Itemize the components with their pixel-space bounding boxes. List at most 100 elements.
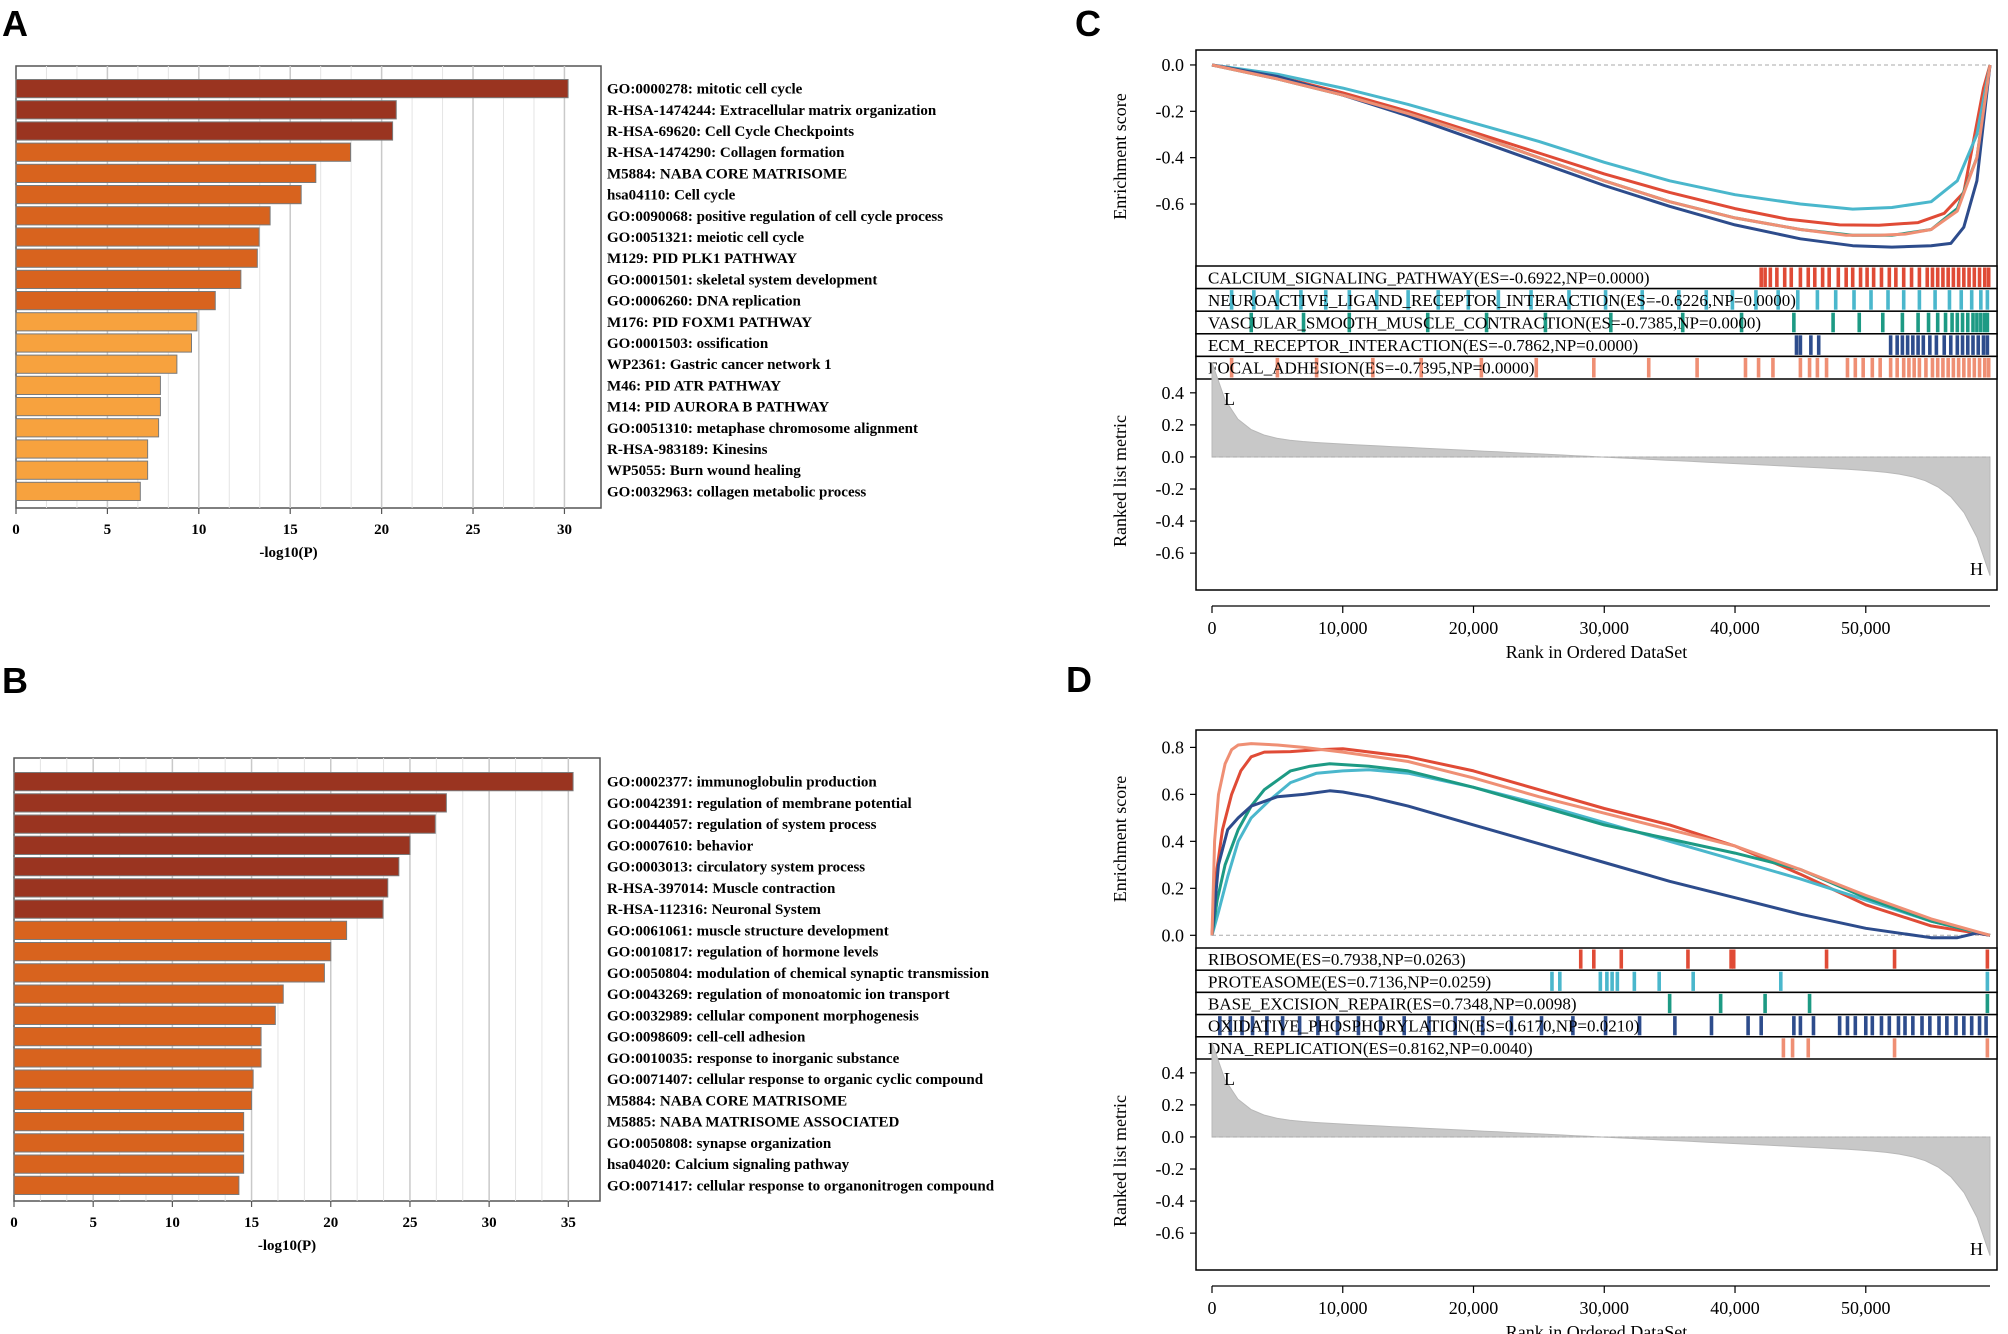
hit-mark [1496, 290, 1501, 310]
hit-mark [1888, 335, 1893, 355]
bar-category-label: M14: PID AURORA B PATHWAY [607, 400, 829, 416]
bar [15, 248, 258, 268]
panel-letter-c: C [1075, 3, 1101, 44]
bar-category-label: GO:0001501: skeletal system development [607, 272, 877, 288]
gene-set-label: BASE_EXCISION_REPAIR(ES=0.7348,NP=0.0098… [1208, 995, 1577, 1014]
hit-mark [1406, 290, 1410, 310]
hit-mark [1976, 335, 1981, 355]
hit-mark [1667, 993, 1672, 1014]
bar [15, 269, 242, 289]
hit-mark [1946, 267, 1950, 288]
hit-mark [1845, 1016, 1850, 1036]
hit-mark [1632, 971, 1637, 991]
x-tick-label: 50,000 [1841, 1298, 1891, 1318]
hit-mark [1275, 357, 1280, 378]
hit-mark [1911, 335, 1915, 355]
hit-mark [1943, 312, 1948, 333]
hit-mark [1729, 949, 1733, 969]
hit-mark [1977, 1016, 1982, 1036]
bar [15, 142, 352, 162]
y-tick-label: -0.2 [1156, 101, 1185, 121]
hit-mark [1967, 267, 1971, 288]
y-tick-label: -0.4 [1156, 1191, 1185, 1211]
y-tick-label: 0.2 [1162, 1095, 1185, 1115]
bar-category-label: GO:0071407: cellular response to organic… [607, 1072, 984, 1088]
ranked-label-high: H [1970, 1239, 1983, 1259]
hit-mark [1852, 290, 1856, 310]
hit-mark [1930, 357, 1935, 378]
bar-category-label: GO:0050808: synapse organization [607, 1136, 832, 1152]
hit-mark [1888, 357, 1893, 378]
bar-category-label: GO:0007610: behavior [607, 838, 754, 854]
es-curve-base-excision-repair [1210, 762, 1991, 937]
hit-mark [1946, 357, 1950, 378]
hit-mark [1982, 312, 1987, 333]
y-tick-label: 0.4 [1162, 831, 1185, 851]
hit-mark [1903, 1016, 1907, 1036]
y-tick-label: -0.2 [1156, 479, 1185, 499]
hit-mark [1935, 312, 1940, 333]
hit-mark [1959, 290, 1964, 310]
hit-mark [1977, 357, 1982, 378]
hit-mark [1619, 949, 1624, 969]
bar-category-label: hsa04110: Cell cycle [607, 188, 736, 204]
hit-mark [1704, 290, 1709, 310]
hit-mark [1218, 1016, 1222, 1036]
hit-mark [1982, 267, 1987, 288]
hit-mark [1917, 267, 1922, 288]
hit-mark [1798, 267, 1803, 288]
x-tick-label: 30 [482, 1215, 497, 1231]
hit-mark [1863, 1016, 1868, 1036]
bar-category-label: WP5055: Burn wound healing [607, 463, 801, 479]
ranked-metric-area [1211, 1042, 1991, 1256]
hit-mark [1759, 267, 1763, 288]
panel-letter-d: D [1066, 659, 1092, 700]
es-curve-neuroactive-ligand-receptor-interaction [1211, 63, 1992, 211]
bar [13, 1112, 245, 1132]
hit-mark [1677, 290, 1681, 310]
bar [15, 481, 141, 501]
bar-category-label: GO:0002377: immunoglobulin production [607, 775, 877, 791]
hit-mark [1845, 357, 1850, 378]
hit-mark [1252, 290, 1256, 310]
hit-mark [1598, 971, 1603, 991]
bar [15, 312, 198, 332]
hit-mark [1985, 1038, 1990, 1058]
bar-category-label: R-HSA-983189: Kinesins [607, 442, 768, 458]
hit-mark [1985, 971, 1990, 991]
hit-mark [1567, 290, 1571, 310]
x-tick-label: 30,000 [1580, 618, 1630, 638]
x-axis-label: Rank in Ordered DataSet [1506, 642, 1687, 662]
x-tick-label: 5 [89, 1215, 97, 1231]
x-tick-label: 20,000 [1449, 618, 1499, 638]
hit-mark [1984, 1016, 1988, 1036]
hit-mark [1956, 267, 1961, 288]
x-tick-label: 10,000 [1318, 1298, 1368, 1318]
bar-category-label: GO:0051321: meiotic cell cycle [607, 230, 804, 246]
hit-mark [1815, 290, 1820, 310]
hit-mark [1935, 357, 1940, 378]
bar-category-label: GO:0042391: regulation of membrane poten… [607, 796, 912, 812]
hit-mark [1878, 357, 1882, 378]
hit-mark [1880, 312, 1885, 333]
hit-mark [1695, 357, 1699, 378]
hit-mark [1892, 949, 1897, 969]
bar-category-label: GO:0090068: positive regulation of cell … [607, 209, 943, 225]
hit-mark [1956, 357, 1961, 378]
bar [15, 418, 160, 438]
x-tick-label: 10 [191, 522, 206, 538]
hit-mark [1249, 312, 1254, 333]
hit-mark [1427, 1016, 1431, 1036]
hit-mark [1356, 1016, 1361, 1036]
hit-mark [1297, 1016, 1302, 1036]
hit-mark [1981, 335, 1986, 355]
x-tick-label: 15 [244, 1215, 259, 1231]
bar [13, 1069, 254, 1089]
hit-mark [1967, 357, 1971, 378]
gene-set-label: VASCULAR_SMOOTH_MUSCLE_CONTRACTION(ES=-0… [1208, 314, 1761, 333]
panel-letter-a: A [2, 3, 28, 44]
hit-mark [1603, 290, 1608, 310]
hit-mark [1933, 290, 1937, 310]
hit-mark [1831, 312, 1835, 333]
